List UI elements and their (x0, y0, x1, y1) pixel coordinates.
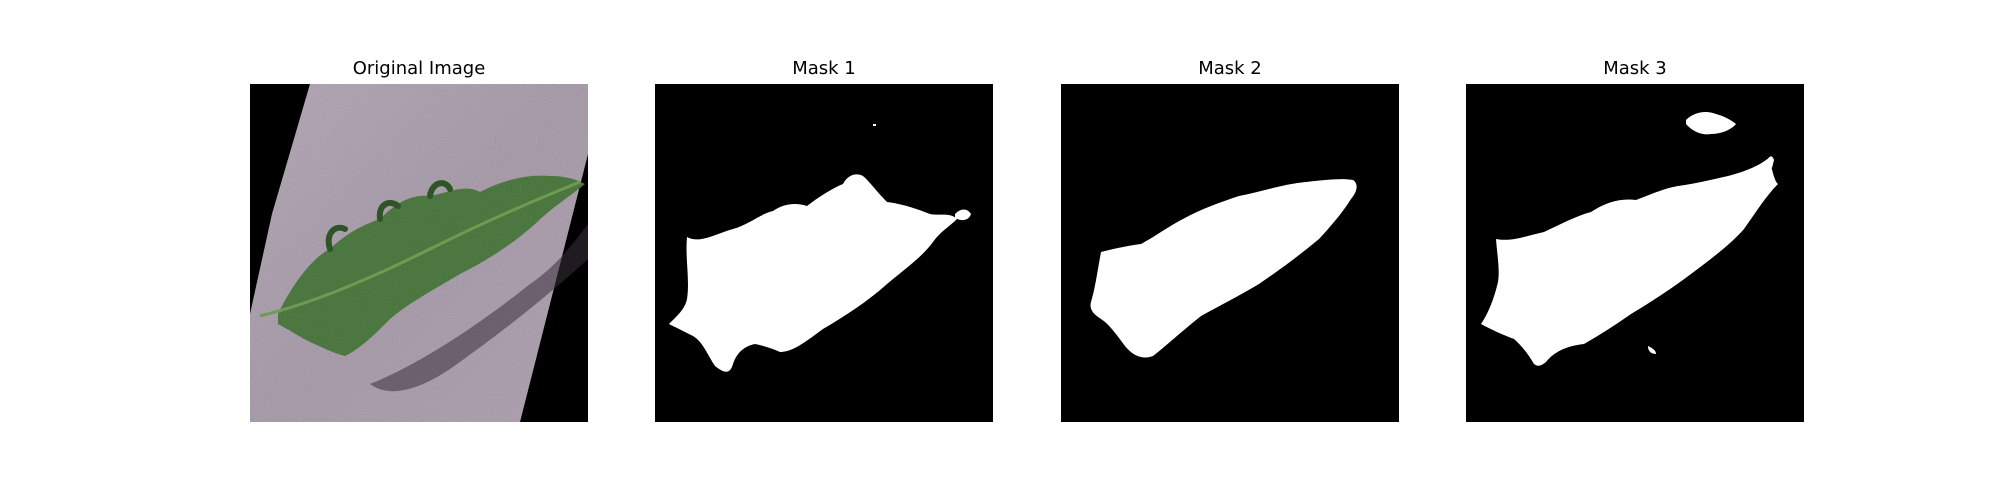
original-leaf-image (250, 84, 588, 422)
mask-3-image (1466, 84, 1804, 422)
panel-title-mask-1: Mask 1 (792, 58, 856, 79)
panel-title-mask-2: Mask 2 (1198, 58, 1262, 79)
mask-1-image (655, 84, 993, 422)
mask-2-image (1061, 84, 1399, 422)
panel-title-mask-3: Mask 3 (1603, 58, 1667, 79)
panel-title-original: Original Image (352, 58, 486, 79)
